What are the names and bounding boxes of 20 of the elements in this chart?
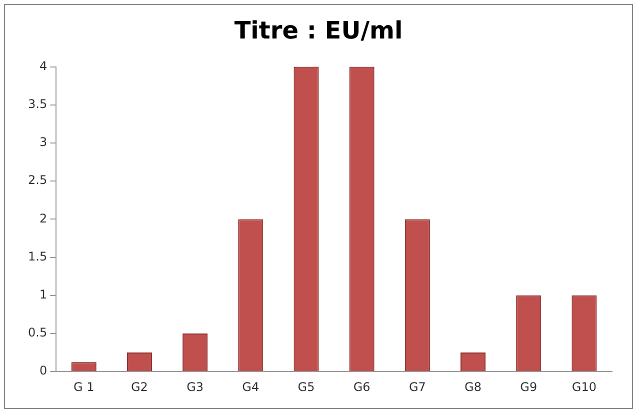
y-tick-label: 2.5 (28, 173, 48, 188)
x-tick-label: G9 (520, 380, 538, 394)
x-tick-label: G2 (131, 380, 148, 394)
y-tick-label: 4 (39, 58, 48, 73)
x-tick-label: G5 (298, 380, 315, 394)
y-tick-label: 3.5 (28, 97, 48, 112)
x-tick-label: G6 (353, 380, 370, 394)
y-tick-label: 1 (39, 288, 48, 302)
x-tick-label: G 1 (74, 380, 94, 394)
y-tick-label: 3 (39, 135, 48, 150)
chart-title: Titre : EU/ml (234, 16, 403, 45)
x-tick-label: G10 (572, 380, 596, 394)
y-tick-label: 0.5 (28, 326, 48, 340)
x-tick-label: G7 (408, 380, 426, 394)
y-tick-label: 1.5 (28, 249, 48, 264)
y-tick-label: 2 (39, 211, 48, 226)
x-tick-label: G8 (464, 380, 482, 394)
x-tick-label: G4 (242, 380, 260, 394)
y-tick-label: 0 (39, 364, 48, 378)
x-tick-label: G3 (186, 380, 204, 394)
